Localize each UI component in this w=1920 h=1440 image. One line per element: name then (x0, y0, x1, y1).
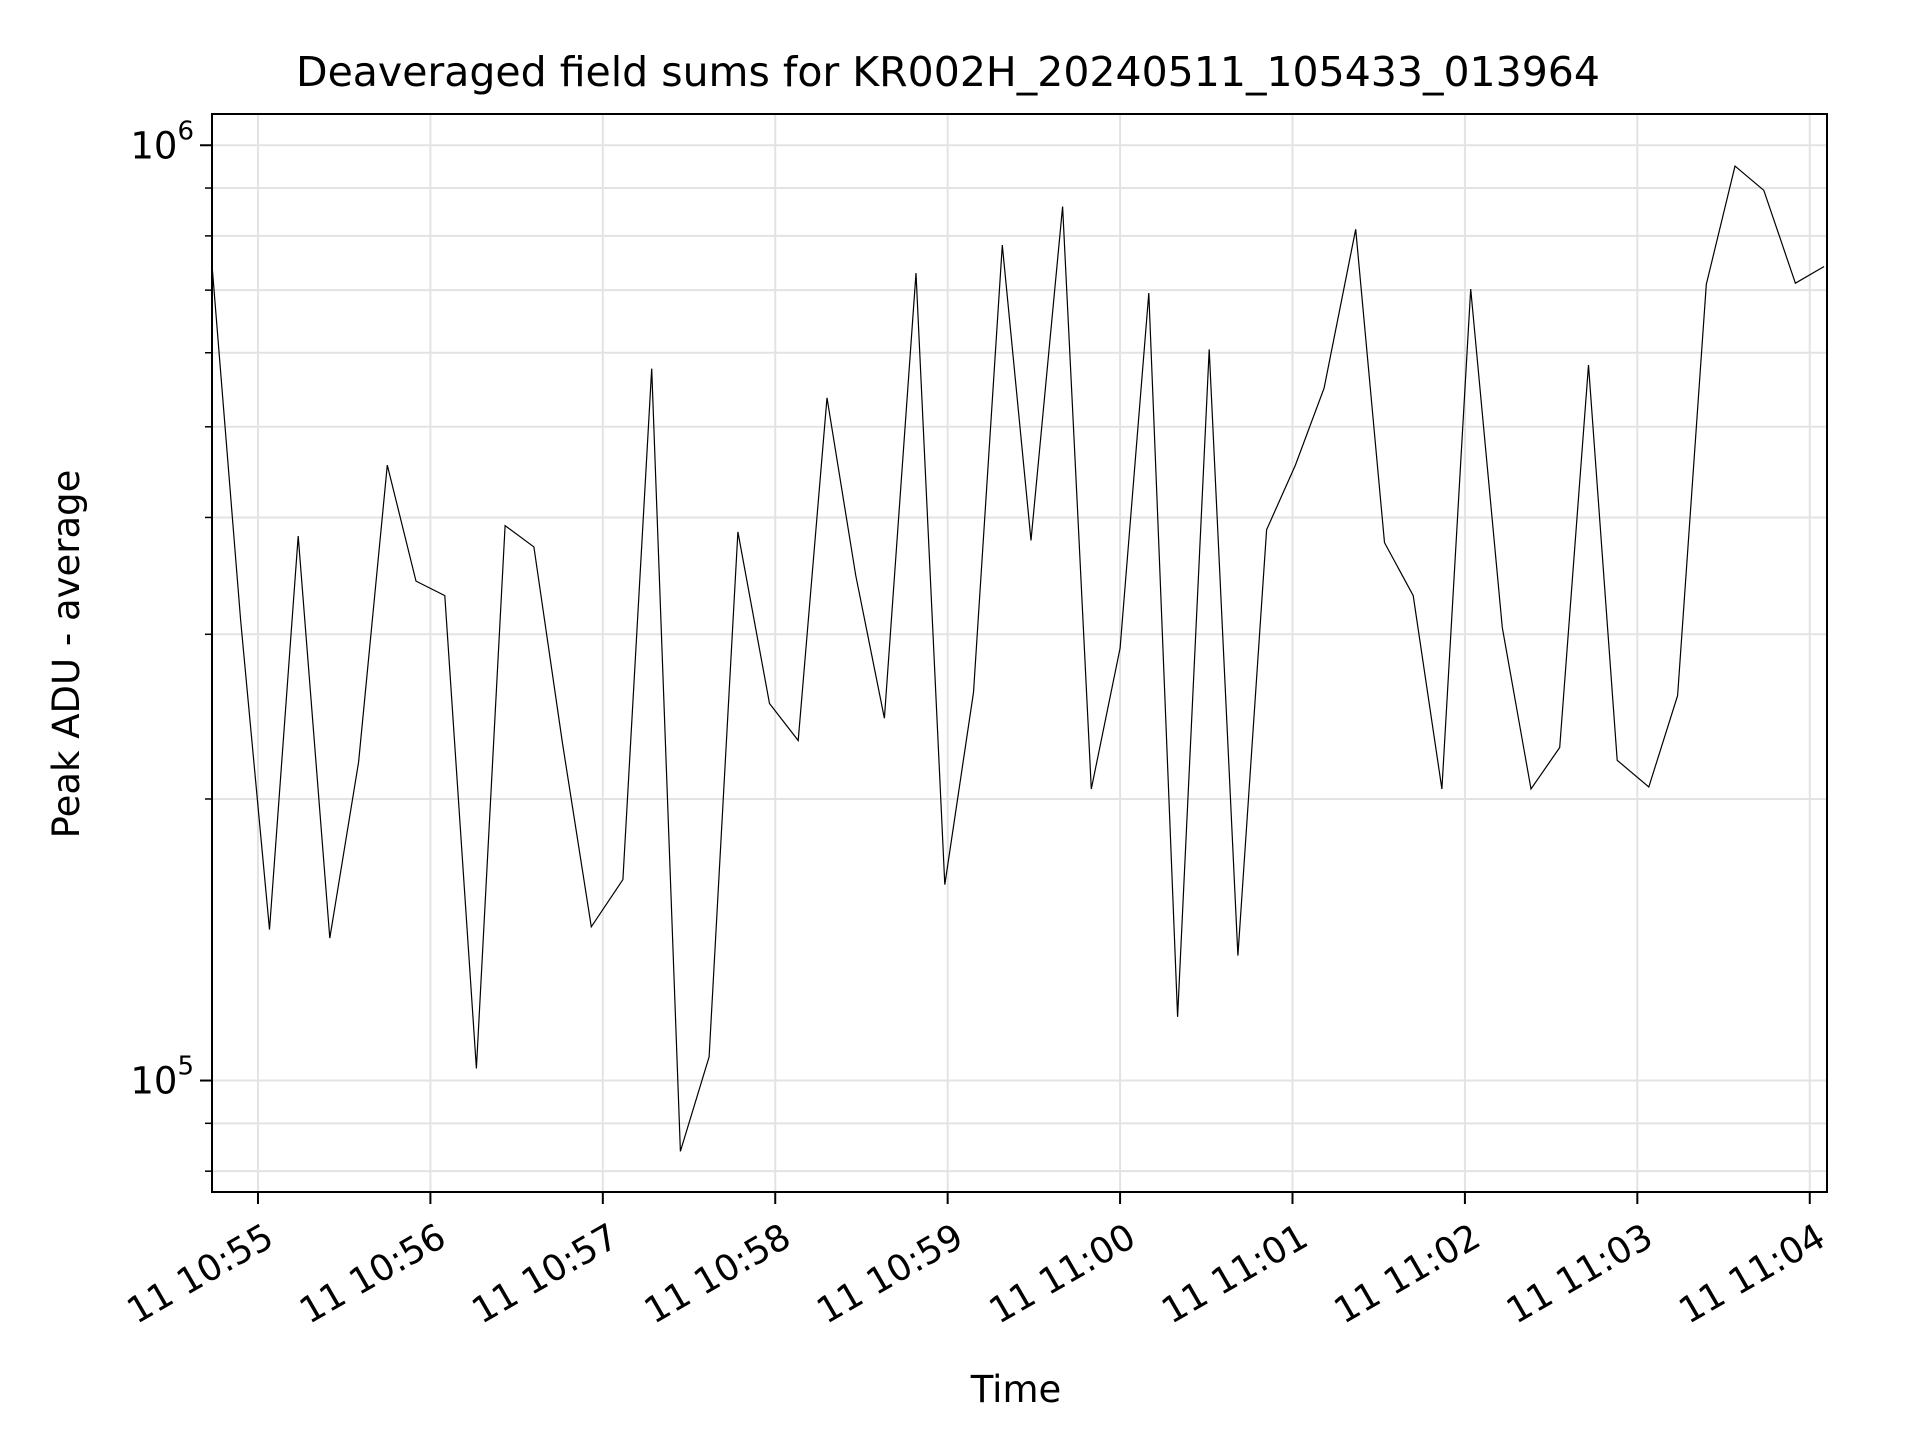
x-tick-label: 11 11:02 (1327, 1216, 1487, 1332)
x-tick-label: 11 10:58 (638, 1216, 798, 1332)
x-tick-label: 11 10:56 (293, 1216, 453, 1332)
chart-title: Deaveraged field sums for KR002H_2024051… (296, 48, 1600, 96)
x-tick-label: 11 11:01 (1155, 1216, 1315, 1332)
y-tick-label: 105 (130, 1052, 194, 1103)
y-tick-label: 106 (130, 116, 194, 167)
y-axis-label: Peak ADU - average (45, 470, 88, 839)
x-tick-label: 11 11:03 (1500, 1216, 1660, 1332)
y-tick-label-base: 10 (130, 124, 177, 167)
x-tick-label: 11 10:55 (121, 1216, 281, 1332)
x-tick-label: 11 10:57 (465, 1216, 625, 1332)
y-tick-label-exponent: 6 (177, 116, 194, 146)
axes: 11 10:55 11 10:56 11 10:57 11 10:58 11 10:59… (121, 116, 1833, 1332)
y-tick-label-exponent: 5 (177, 1052, 194, 1082)
x-tick-label: 11 10:59 (810, 1216, 970, 1332)
plot-frame (211, 113, 1828, 1193)
y-tick-label-base: 10 (130, 1060, 177, 1103)
x-tick-label: 11 11:04 (1672, 1216, 1832, 1332)
x-axis-label: Time (970, 1368, 1062, 1411)
grid (212, 114, 1827, 1192)
series-line (211, 165, 1825, 1152)
x-tick-label: 11 11:00 (983, 1216, 1143, 1332)
